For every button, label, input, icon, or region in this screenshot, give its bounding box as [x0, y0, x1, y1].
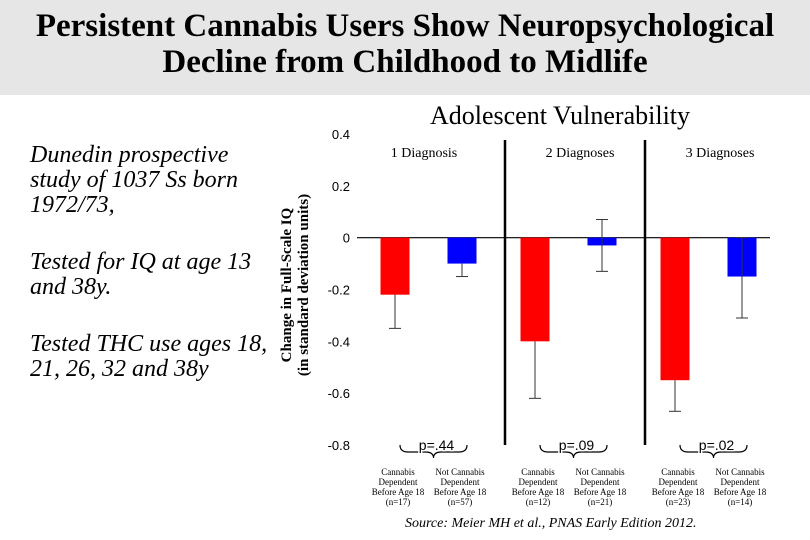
- slide-title: Persistent Cannabis Users Show Neuropsyc…: [0, 8, 810, 80]
- group-label: 3 Diagnoses: [686, 146, 755, 161]
- category-label-line: Dependent: [581, 477, 620, 487]
- y-tick-label: 0: [343, 231, 350, 246]
- group-brace: [679, 444, 748, 459]
- category-label-line: (n=17): [386, 497, 411, 507]
- p-value-label: p=.02: [699, 437, 735, 453]
- category-label-line: Before Age 18: [714, 487, 767, 497]
- category-label-line: Not Cannabis: [575, 467, 625, 477]
- p-value-label: p=.09: [559, 437, 595, 453]
- category-label-line: Cannabis: [521, 467, 555, 477]
- category-label-line: Not Cannabis: [435, 467, 485, 477]
- category-label-line: Before Age 18: [434, 487, 487, 497]
- study-note-iq: Tested for IQ at age 13 and 38y.: [30, 249, 252, 300]
- bar-not-cannabis: [447, 237, 477, 264]
- bar-cannabis: [380, 237, 410, 295]
- title-line-1: Persistent Cannabis Users Show Neuropsyc…: [35, 8, 775, 44]
- category-label-line: Before Age 18: [652, 487, 705, 497]
- p-value-label: p=.44: [419, 437, 455, 453]
- title-line-2: Decline from Childhood to Midlife: [162, 44, 648, 80]
- chart-title: Adolescent Vulnerability: [430, 101, 690, 130]
- y-tick-label: -0.2: [328, 283, 350, 298]
- y-tick-label: 0.2: [332, 179, 350, 194]
- source-citation: Source: Meier MH et al., PNAS Early Edit…: [405, 516, 697, 531]
- bar-cannabis: [660, 237, 690, 381]
- group-brace: [399, 444, 468, 459]
- category-label-line: Before Age 18: [512, 487, 565, 497]
- category-label-line: Dependent: [519, 477, 558, 487]
- category-label-line: (n=57): [448, 497, 473, 507]
- y-axis-label-line: Change in Full-Scale IQ: [279, 207, 295, 362]
- category-label-line: (n=12): [526, 497, 551, 507]
- category-label-line: Before Age 18: [574, 487, 627, 497]
- group-label: 2 Diagnoses: [546, 146, 615, 161]
- y-tick-label: -0.8: [328, 438, 350, 453]
- category-label-line: Dependent: [721, 477, 760, 487]
- category-label-line: (n=21): [588, 497, 613, 507]
- y-axis-label-line: (in standard deviation units): [296, 194, 312, 376]
- study-note-thc: Tested THC use ages 18, 21, 26, 32 and 3…: [30, 331, 268, 382]
- category-label-line: Dependent: [379, 477, 418, 487]
- y-tick-label: -0.6: [328, 386, 350, 401]
- group-brace: [539, 444, 608, 459]
- study-note-cohort: Dunedin prospective study of 1037 Ss bor…: [30, 142, 239, 218]
- category-label-line: Cannabis: [381, 467, 415, 477]
- group-label: 1 Diagnosis: [391, 146, 458, 161]
- category-label-line: Cannabis: [661, 467, 695, 477]
- bar-cannabis: [520, 237, 550, 342]
- category-label-line: (n=14): [728, 497, 753, 507]
- category-label-line: Dependent: [659, 477, 698, 487]
- title-band: [0, 0, 810, 95]
- y-tick-label: -0.4: [328, 334, 350, 349]
- study-notes: Dunedin prospective study of 1037 Ss bor…: [30, 143, 270, 382]
- category-label-line: Before Age 18: [372, 487, 425, 497]
- category-label-line: Dependent: [441, 477, 480, 487]
- category-label-line: Not Cannabis: [715, 467, 765, 477]
- category-label-line: (n=23): [666, 497, 691, 507]
- y-tick-label: 0.4: [332, 127, 350, 142]
